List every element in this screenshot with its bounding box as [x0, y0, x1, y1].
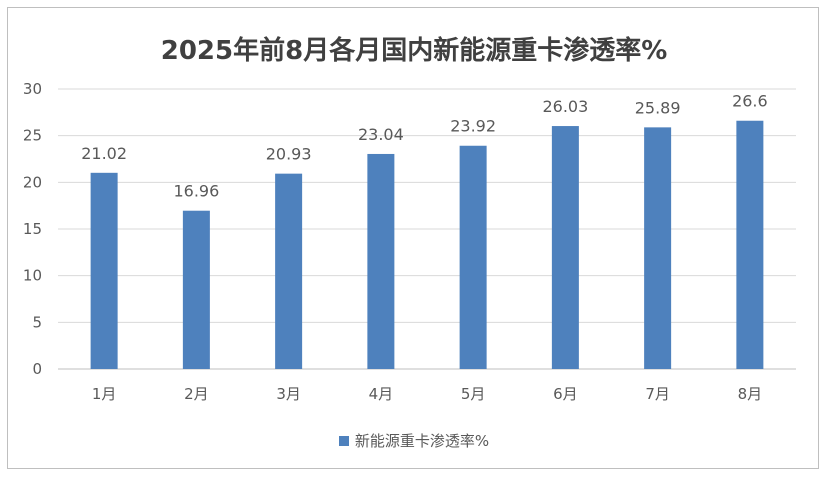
x-tick-label: 1月 [92, 385, 117, 403]
data-label: 21.02 [81, 144, 127, 163]
bar [644, 127, 672, 369]
legend: 新能源重卡渗透率% [0, 430, 828, 451]
x-tick-label: 8月 [738, 385, 763, 403]
x-tick-label: 3月 [276, 385, 301, 403]
y-tick-label: 30 [23, 80, 42, 98]
data-label: 25.89 [635, 98, 681, 117]
y-tick-label: 10 [23, 267, 42, 285]
bar [551, 126, 579, 369]
x-tick-label: 7月 [645, 385, 670, 403]
y-tick-label: 25 [23, 127, 42, 145]
bar [90, 172, 118, 369]
y-tick-label: 20 [23, 173, 42, 191]
bar [275, 173, 303, 369]
x-tick-label: 5月 [461, 385, 486, 403]
bar [367, 153, 395, 369]
y-tick-label: 5 [32, 313, 42, 331]
x-tick-label: 4月 [369, 385, 394, 403]
chart-title: 2025年前8月各月国内新能源重卡渗透率% [160, 36, 668, 66]
data-label: 23.04 [358, 125, 404, 144]
chart-frame [7, 7, 819, 469]
legend-label: 新能源重卡渗透率% [354, 432, 490, 450]
x-tick-label: 6月 [553, 385, 578, 403]
data-label: 20.93 [266, 145, 312, 164]
data-label: 26.6 [732, 92, 768, 111]
data-label: 26.03 [542, 97, 588, 116]
bar [736, 120, 764, 369]
y-tick-label: 0 [32, 360, 42, 378]
data-label: 23.92 [450, 117, 496, 136]
x-tick-label: 2月 [184, 385, 209, 403]
data-label: 16.96 [173, 182, 219, 201]
legend-swatch [338, 435, 349, 446]
bar [459, 145, 487, 369]
y-tick-label: 15 [23, 220, 42, 238]
bar [182, 210, 210, 369]
